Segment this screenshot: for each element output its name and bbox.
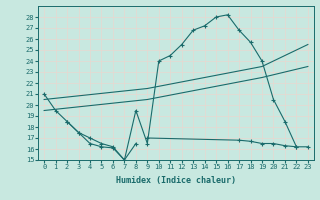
X-axis label: Humidex (Indice chaleur): Humidex (Indice chaleur) bbox=[116, 176, 236, 185]
